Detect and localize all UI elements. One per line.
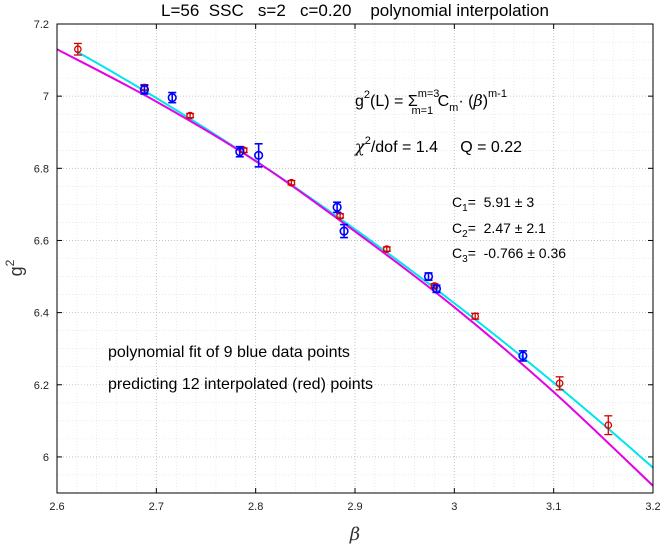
- x-tick-label: 3.1: [546, 501, 561, 513]
- red-interpolated-marker: [555, 379, 564, 388]
- formula-dot: · (: [458, 93, 474, 110]
- y-axis-label: g2: [3, 259, 26, 276]
- chart-title: L=56 SSC s=2 c=0.20 polynomial interpola…: [161, 1, 549, 20]
- y-tick-label: 6.2: [34, 380, 49, 392]
- coefficient-c1-value: = 5.91 ± 3: [468, 194, 535, 210]
- coefficient-c2: C2= 2.47 ± 2.1: [452, 220, 546, 240]
- blue-data-point: [332, 201, 342, 214]
- blue-data-point: [235, 145, 245, 158]
- x-tick-label: 2.9: [347, 501, 362, 513]
- red-interpolated-point: [471, 312, 480, 321]
- y-tick-label: 6.6: [34, 235, 49, 247]
- x-tick-label: 3: [451, 501, 457, 513]
- y-axis-label-base: g: [6, 266, 26, 276]
- red-interpolated-point: [604, 415, 613, 436]
- coefficient-c3: C3= -0.766 ± 0.36: [452, 245, 566, 265]
- blue-data-point: [431, 284, 442, 294]
- y-axis-label-sup: 2: [3, 259, 17, 266]
- blue-data-point: [518, 350, 528, 362]
- formula-annotation: g2(L) = Σm=3 m=1 Cm· (β)m-1: [355, 88, 507, 117]
- red-interpolated-point: [382, 245, 391, 253]
- blue-data-marker: [339, 226, 349, 236]
- y-tick-label: 7.2: [34, 19, 49, 31]
- blue-data-point: [139, 84, 150, 95]
- blue-data-marker: [254, 150, 264, 160]
- red-interpolated-marker: [287, 178, 296, 187]
- axis-ticks: 2.6 2.7 2.8 2.9 3 3.1 3.2 6 6.2 6.4 6.6 6.8 7 7.2: [34, 19, 661, 513]
- chi-square-annotation: χ2/dof = 1.4 Q = 0.22: [354, 135, 522, 156]
- formula-c-sub: m: [449, 102, 458, 114]
- red-interpolated-point: [336, 212, 345, 220]
- x-tick-label: 3.2: [645, 501, 660, 513]
- blue-data-point: [339, 223, 349, 239]
- formula-lhs: g: [355, 93, 364, 110]
- blue-data-point: [423, 271, 434, 282]
- red-interpolated-point: [186, 111, 195, 120]
- formula-sum-sup: m=3: [418, 88, 440, 100]
- chi-text: /dof = 1.4 Q = 0.22: [371, 139, 522, 156]
- blue-data-marker: [139, 85, 150, 95]
- reference-curve: [57, 48, 653, 487]
- coefficient-c1: C1= 5.91 ± 3: [452, 194, 534, 214]
- y-tick-label: 6: [43, 452, 49, 464]
- coefficient-c1-label: C: [452, 194, 462, 210]
- data-points: [73, 42, 613, 436]
- red-interpolated-marker: [382, 245, 391, 253]
- coefficient-c3-sub: 3: [462, 254, 468, 265]
- chi-symbol: χ: [354, 137, 366, 156]
- red-interpolated-point: [73, 42, 82, 56]
- chi-sup: 2: [365, 135, 371, 147]
- coefficient-c2-label: C: [452, 220, 462, 236]
- blue-data-marker: [167, 92, 177, 103]
- red-interpolated-marker: [471, 312, 480, 321]
- coefficient-c3-label: C: [452, 245, 462, 261]
- formula-close: ): [483, 93, 488, 110]
- coefficient-c3-value: = -0.766 ± 0.36: [468, 245, 567, 261]
- y-tick-label: 7: [43, 91, 49, 103]
- formula-c: C: [433, 93, 449, 110]
- y-tick-label: 6.4: [34, 308, 49, 320]
- red-interpolated-point: [287, 178, 296, 187]
- blue-data-point: [167, 91, 177, 104]
- red-interpolated-point: [555, 376, 564, 391]
- coefficient-c2-value: = 2.47 ± 2.1: [468, 220, 546, 236]
- x-axis-label: β: [349, 524, 360, 545]
- blue-data-marker: [332, 202, 342, 212]
- blue-data-marker: [431, 284, 442, 294]
- blue-data-marker: [235, 147, 245, 157]
- formula-power: m-1: [488, 88, 507, 100]
- blue-data-marker: [518, 351, 528, 361]
- fit-note: polynomial fit of 9 blue data points: [108, 344, 350, 361]
- coefficient-c2-sub: 2: [462, 229, 468, 240]
- x-tick-label: 2.7: [149, 501, 164, 513]
- coefficient-c1-sub: 1: [462, 203, 468, 214]
- formula-beta: β: [472, 91, 482, 110]
- x-tick-label: 2.8: [248, 501, 263, 513]
- formula-sum-sub: m=1: [411, 105, 433, 117]
- formula-lhs-arg: (L) =: [370, 93, 408, 110]
- blue-data-point: [254, 142, 264, 168]
- y-tick-label: 6.8: [34, 163, 49, 175]
- red-interpolated-marker: [604, 421, 613, 430]
- prediction-note: predicting 12 interpolated (red) points: [108, 376, 373, 393]
- red-interpolated-marker: [186, 111, 194, 120]
- blue-data-marker: [423, 271, 434, 282]
- x-tick-label: 2.6: [49, 501, 64, 513]
- formula-sigma: Σ: [408, 93, 418, 110]
- formula-lhs-sup: 2: [364, 89, 370, 101]
- red-interpolated-marker: [74, 45, 82, 54]
